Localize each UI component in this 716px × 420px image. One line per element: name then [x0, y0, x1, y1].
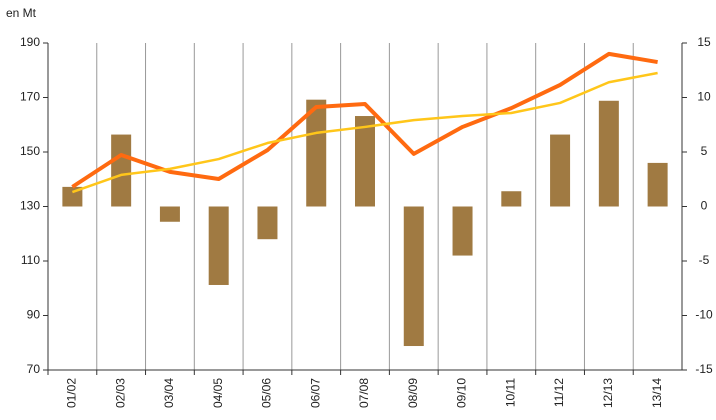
x-tick-label: 08/09 — [406, 378, 420, 408]
x-tick-label: 11/12 — [552, 378, 566, 407]
x-tick-label: 05/06 — [260, 378, 274, 408]
x-tick-label: 04/05 — [211, 378, 225, 408]
x-tick-label: 13/14 — [650, 378, 664, 408]
bar — [403, 206, 424, 347]
bar — [111, 134, 132, 207]
y-axis-label: en Mt — [6, 6, 37, 20]
x-tick-label: 07/08 — [357, 378, 371, 408]
bar — [159, 206, 180, 222]
bar — [452, 206, 473, 256]
y2-tick-label: 10 — [697, 90, 711, 104]
y-tick-label: 70 — [27, 362, 41, 376]
bar — [550, 134, 571, 207]
x-tick-label: 02/03 — [113, 378, 127, 408]
y2-tick-label: 0 — [701, 199, 708, 213]
bar — [355, 116, 375, 207]
line — [71, 51, 658, 189]
y2-tick-label: 5 — [701, 144, 708, 158]
bar — [257, 206, 278, 240]
x-tick-label: 12/13 — [601, 378, 615, 408]
x-tick-label: 01/02 — [65, 378, 79, 408]
line — [71, 71, 658, 194]
bar — [647, 162, 668, 207]
y-tick-label: 150 — [20, 144, 40, 158]
x-tick-label: 03/04 — [162, 378, 176, 408]
y-tick-label: 90 — [27, 308, 41, 322]
bar — [306, 99, 327, 207]
y2-tick-label: 15 — [697, 35, 711, 49]
y2-tick-label: -15 — [695, 362, 713, 376]
y-tick-label: 190 — [20, 35, 40, 49]
bar — [208, 206, 229, 285]
x-tick-label: 10/11 — [503, 378, 517, 407]
y-tick-label: 130 — [20, 199, 40, 213]
x-tick-label: 06/07 — [308, 378, 322, 408]
y-tick-label: 110 — [21, 253, 40, 267]
y2-tick-label: -5 — [699, 253, 710, 267]
bar — [62, 186, 83, 207]
y-tick-label: 170 — [20, 90, 40, 104]
bar — [501, 191, 522, 207]
bar — [598, 100, 619, 207]
y2-tick-label: -10 — [695, 308, 713, 322]
x-tick-label: 09/10 — [455, 378, 469, 408]
